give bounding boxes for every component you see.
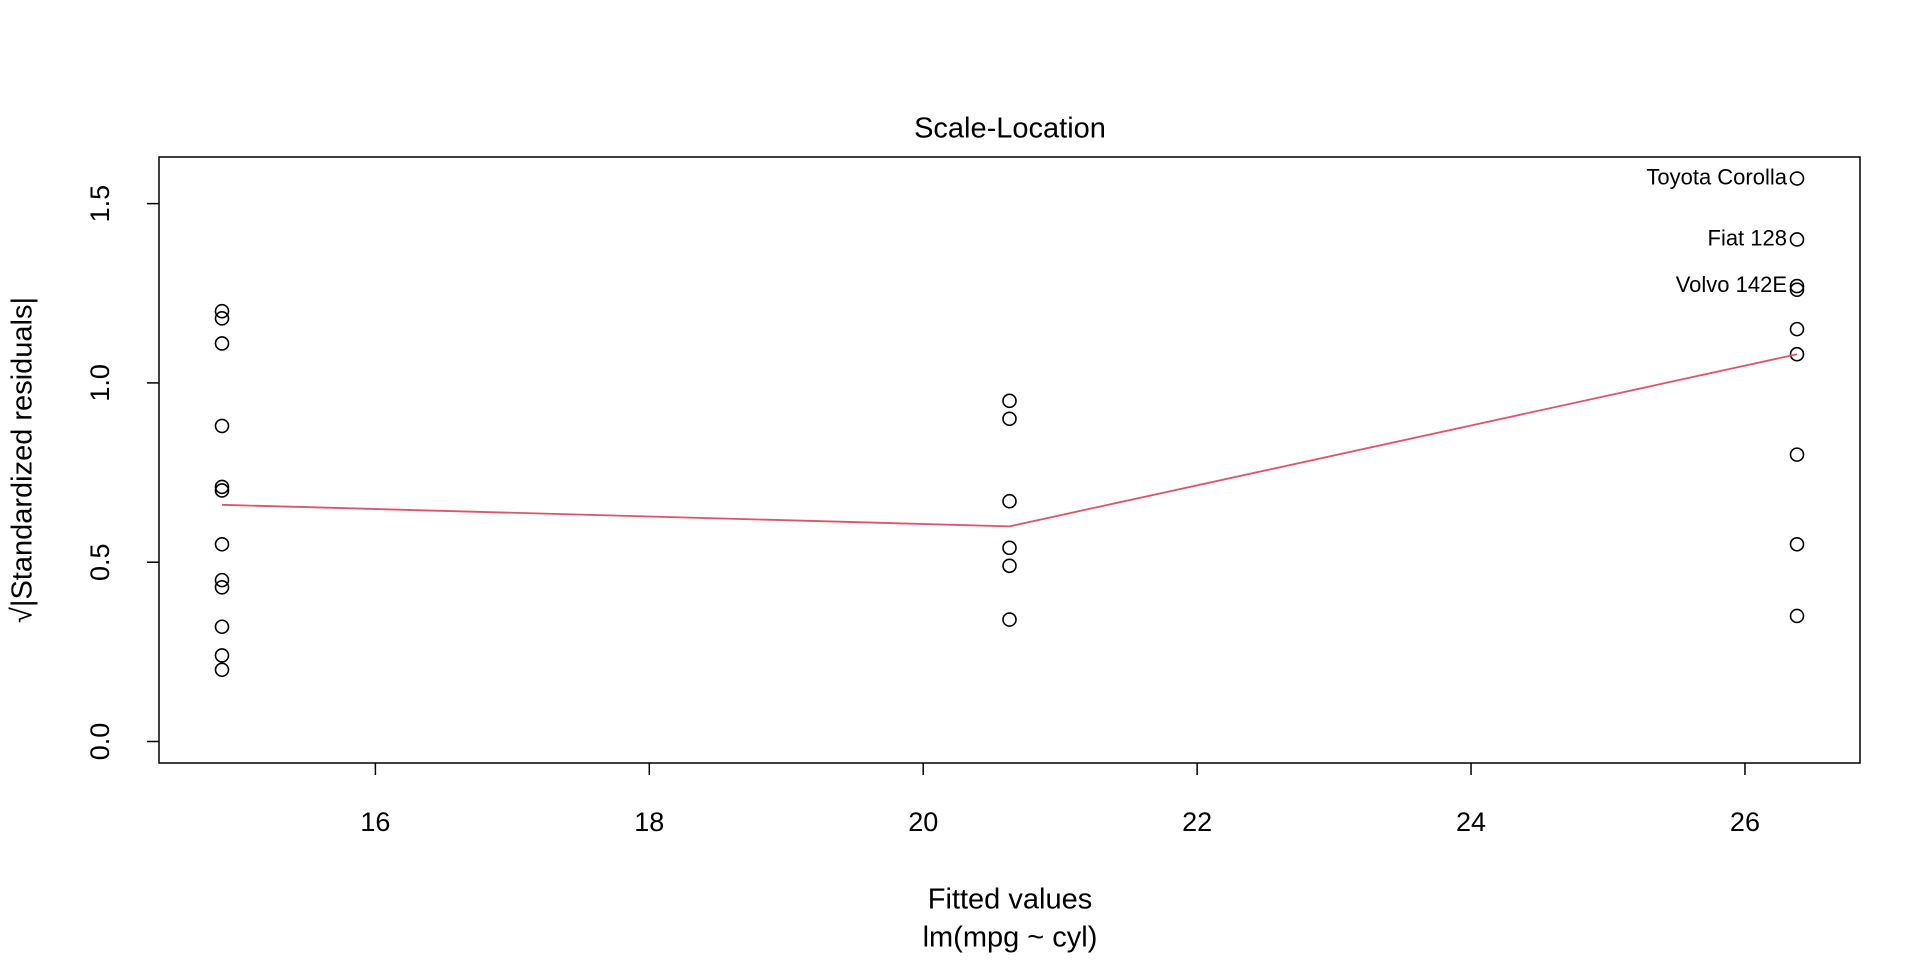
- point: [1002, 493, 1017, 509]
- x-tick-label: 18: [634, 807, 664, 837]
- point-label: Volvo 142E: [1676, 272, 1787, 297]
- point: [1002, 540, 1017, 556]
- y-tick-label: 1.5: [85, 185, 115, 223]
- point-label: Fiat 128: [1708, 225, 1788, 250]
- point: [1789, 282, 1805, 297]
- point: [1789, 232, 1805, 247]
- point: [214, 303, 230, 319]
- point: [214, 336, 230, 351]
- x-tick-label: 24: [1456, 807, 1486, 837]
- point: [1789, 447, 1805, 462]
- y-tick-label: 0.0: [85, 723, 115, 761]
- y-tick-label: 1.0: [85, 364, 115, 402]
- point: [214, 536, 230, 552]
- point: [1789, 171, 1805, 186]
- point: [1002, 558, 1017, 574]
- x-tick-label: 26: [1730, 807, 1760, 837]
- subtitle: lm(mpg ~ cyl): [923, 922, 1098, 954]
- point: [214, 483, 230, 498]
- y-tick-label: 0.5: [85, 543, 115, 581]
- x-tick-label: 16: [360, 807, 390, 837]
- point: [1789, 278, 1805, 294]
- point-label: Toyota Corolla: [1646, 164, 1787, 189]
- x-axis-label: Fitted values: [928, 884, 1092, 916]
- point: [214, 418, 230, 434]
- point: [1002, 612, 1017, 627]
- x-tick-label: 20: [908, 807, 938, 837]
- point: [1789, 346, 1805, 362]
- point: [214, 579, 230, 595]
- point: [1789, 536, 1805, 552]
- point: [1002, 411, 1017, 427]
- y-axis-label: √|Standardized residuals|: [7, 297, 39, 623]
- point: [214, 479, 230, 495]
- chart-title: Scale-Location: [914, 113, 1106, 145]
- point: [214, 619, 230, 635]
- x-tick-label: 22: [1182, 807, 1212, 837]
- point: [1789, 321, 1805, 337]
- point: [214, 311, 230, 326]
- point: [1789, 608, 1805, 624]
- point: [1002, 393, 1017, 409]
- point: [214, 572, 230, 588]
- point: [214, 662, 230, 678]
- point: [214, 648, 230, 663]
- smooth-line: [221, 353, 1798, 528]
- plot-frame: [158, 156, 1861, 764]
